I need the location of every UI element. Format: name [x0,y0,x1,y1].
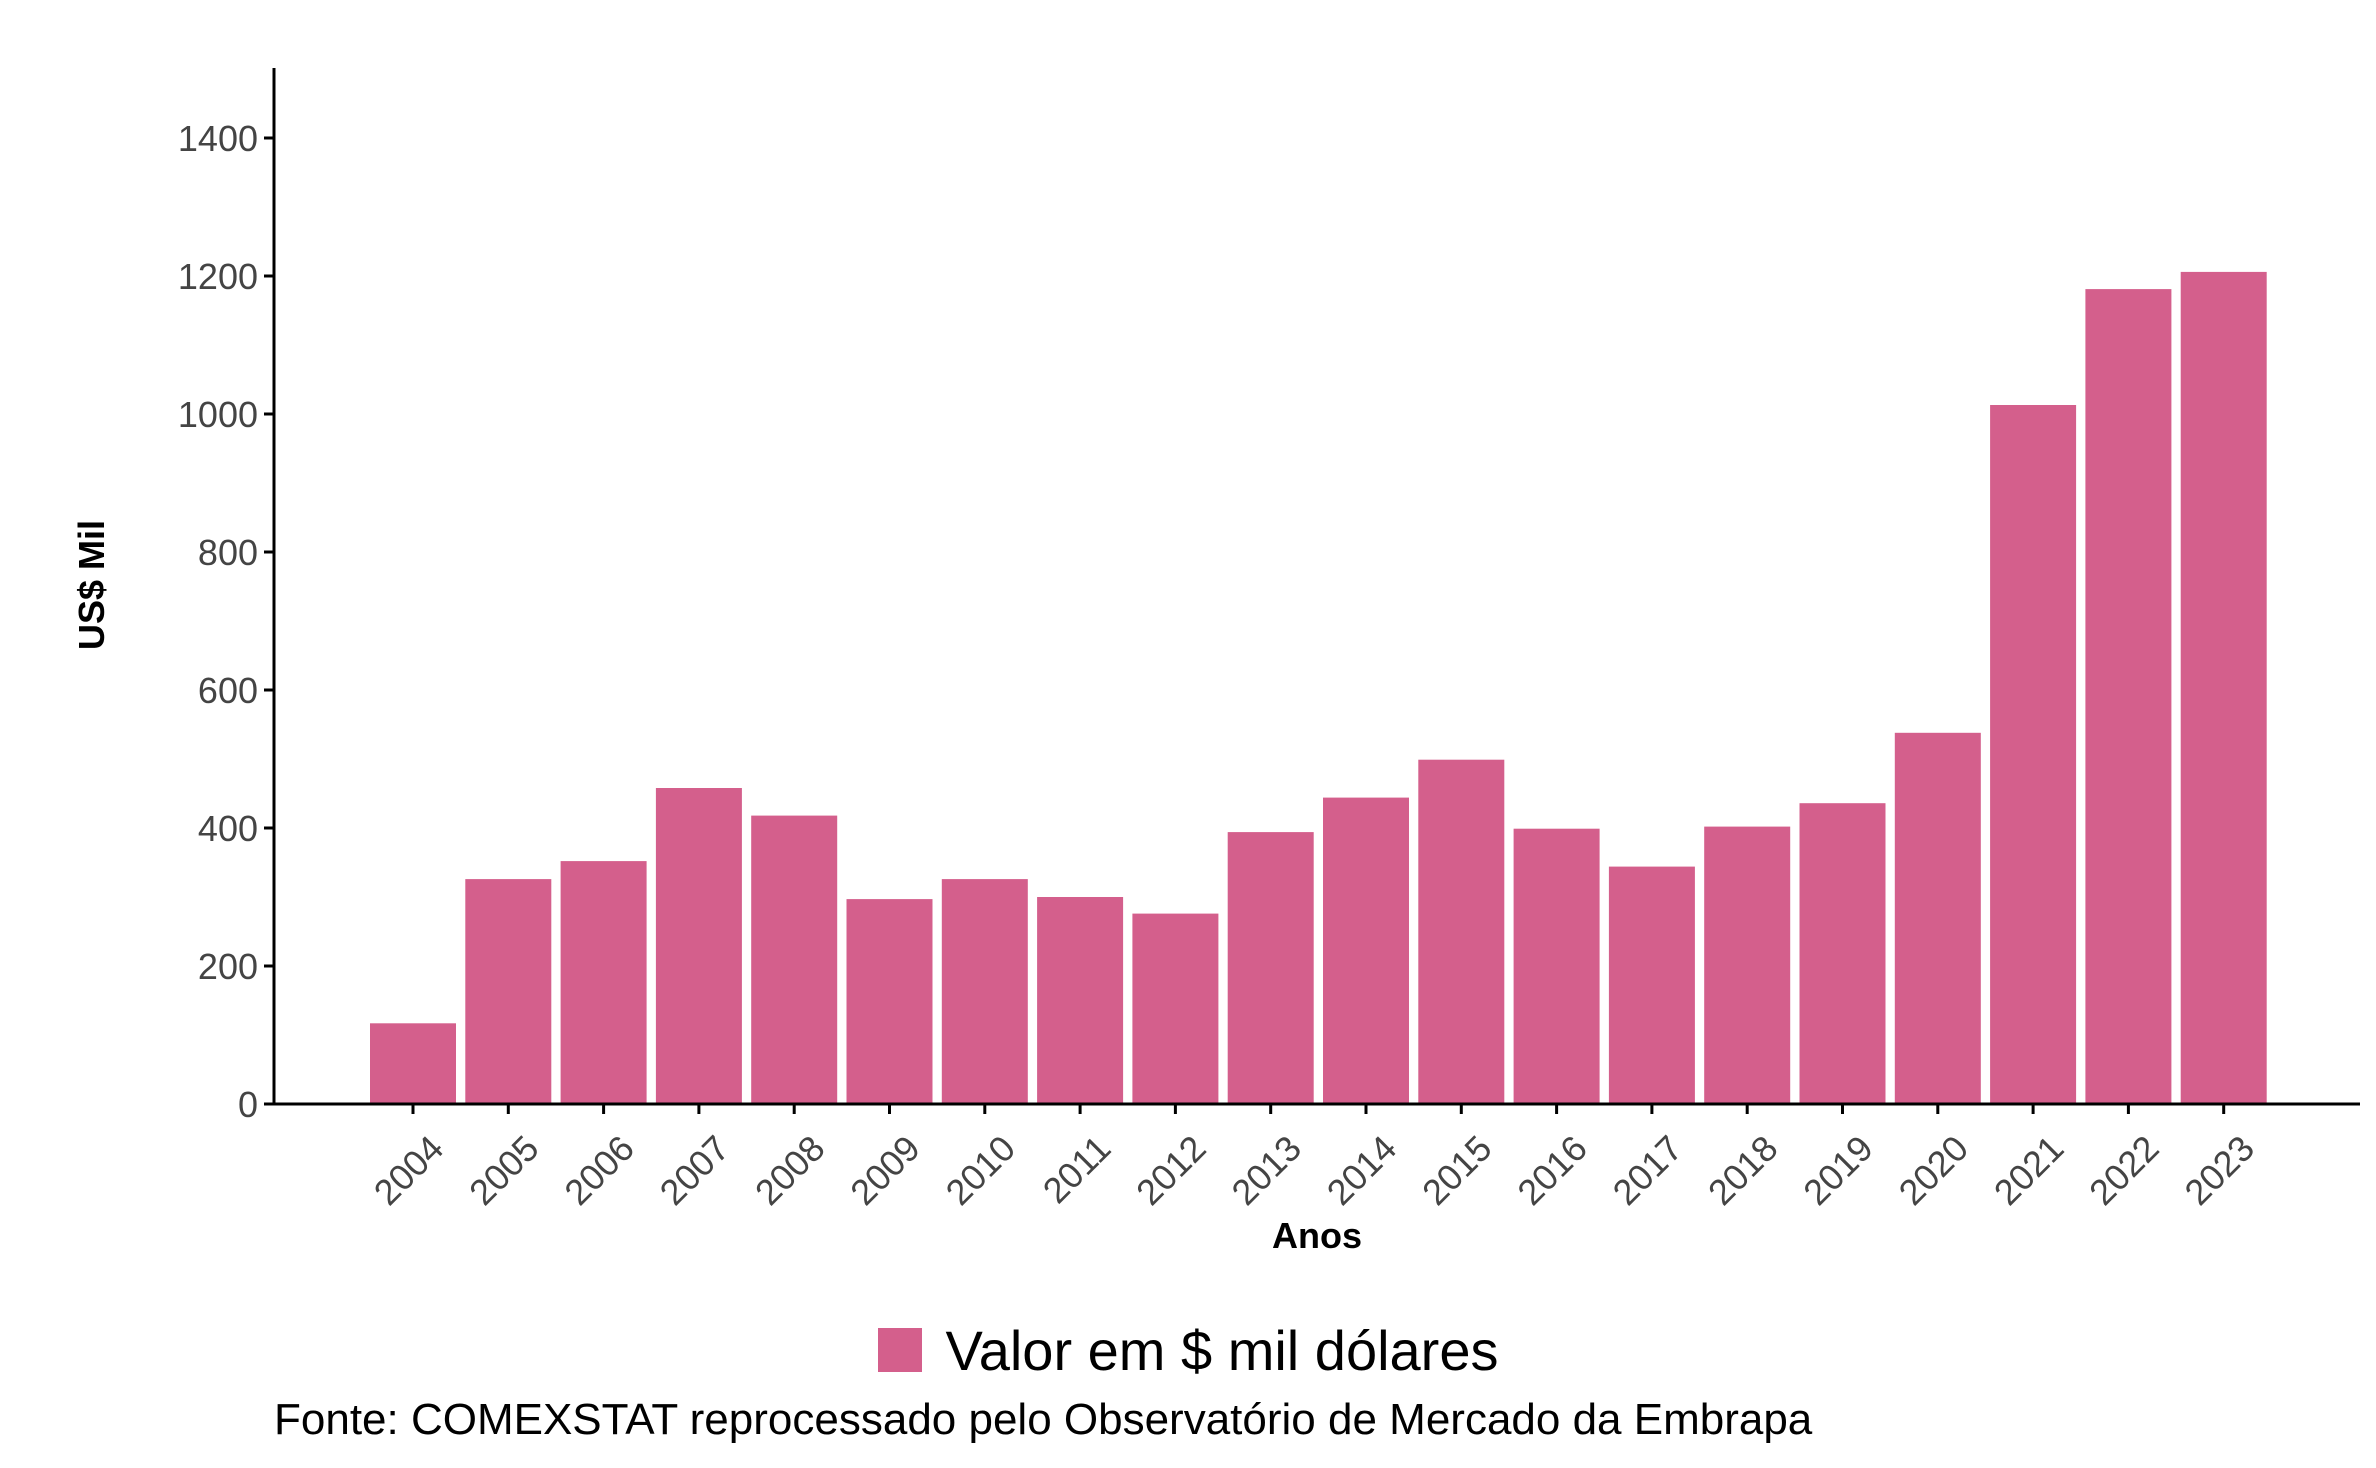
bar-2010 [941,879,1028,1104]
bar-2013 [1227,832,1314,1104]
x-ticks-group: 2004 2005 2006 2007 2008 2009 2010 2011 2012 2013… [366,1104,2262,1213]
x-tick-label-2004: 2004 [366,1127,452,1213]
x-tick-label-2006: 2006 [556,1127,642,1213]
bar-2023 [2180,271,2267,1104]
legend-label: Valor em $ mil dólares [945,1318,1499,1382]
bar-2009 [846,899,933,1104]
x-tick-label-2021: 2021 [1986,1127,2072,1213]
x-tick-label-2023: 2023 [2176,1127,2262,1213]
bar-2015 [1418,759,1505,1104]
legend: Valor em $ mil dólares [0,1310,2376,1390]
x-tick-label-2007: 2007 [652,1127,738,1213]
x-tick-label-2016: 2016 [1509,1127,1595,1213]
x-tick-label-2005: 2005 [461,1127,547,1213]
y-tick-label: 800 [198,532,258,573]
bar-2012 [1132,913,1219,1104]
source-note: Fonte: COMEXSTAT reprocessado pelo Obser… [274,1395,1813,1444]
x-tick-label-2012: 2012 [1128,1127,1214,1213]
y-tick-label: 400 [198,808,258,849]
x-tick-label-2014: 2014 [1319,1127,1405,1213]
legend-swatch [877,1328,922,1372]
y-ticks-group: 0 200 400 600 800 1000 1200 1400 [178,118,274,1125]
x-tick-label-2020: 2020 [1891,1127,1977,1213]
x-tick-label-2022: 2022 [2081,1127,2167,1213]
x-tick-label-2008: 2008 [747,1127,833,1213]
bar-2005 [465,879,552,1104]
bar-2016 [1513,828,1600,1104]
y-axis-title: US$ Mil [71,520,112,650]
x-tick-label-2013: 2013 [1223,1127,1309,1213]
bar-2019 [1799,803,1886,1104]
y-tick-label: 600 [198,670,258,711]
y-tick-label: 1400 [178,118,258,159]
bar-2007 [655,788,742,1104]
bar-2014 [1323,797,1409,1104]
bar-2006 [560,861,647,1104]
x-tick-label-2011: 2011 [1035,1127,1119,1211]
bar-2008 [751,815,838,1104]
bar-2011 [1037,897,1124,1104]
x-tick-label-2010: 2010 [938,1127,1024,1213]
y-tick-label: 0 [238,1084,258,1125]
bar-2022 [2085,289,2172,1105]
x-tick-label-2018: 2018 [1700,1127,1786,1213]
y-tick-label: 1000 [178,394,258,435]
x-tick-label-2015: 2015 [1414,1127,1500,1213]
x-axis-title: Anos [1272,1215,1362,1256]
x-tick-label-2017: 2017 [1605,1127,1691,1213]
bars-group [370,271,2267,1105]
bar-2021 [1990,405,2077,1104]
x-tick-label-2009: 2009 [842,1127,928,1213]
bar-2020 [1894,732,1981,1104]
x-tick-label-2019: 2019 [1795,1127,1881,1213]
y-tick-label: 200 [198,946,258,987]
bar-2004 [370,1023,456,1104]
bar-2018 [1704,826,1791,1104]
y-tick-label: 1200 [178,256,258,297]
bar-2017 [1608,866,1695,1104]
